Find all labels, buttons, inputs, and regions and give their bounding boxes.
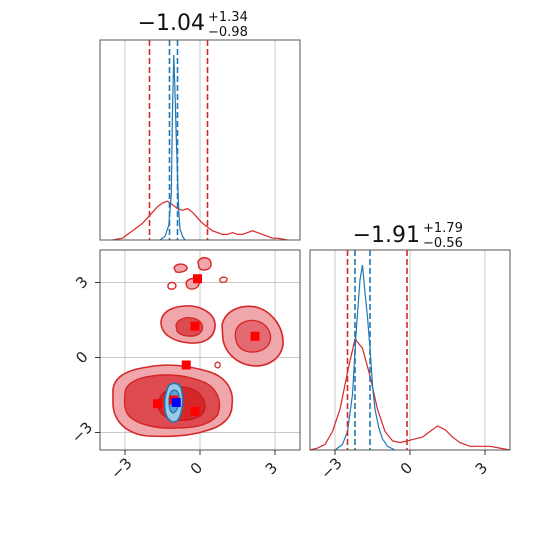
joint-panel: −3 0 3 −3 0 3 — [68, 249, 301, 483]
joint-x-tick-label: 0 — [187, 459, 206, 478]
red-contour-top-small-4 — [167, 281, 177, 290]
joint-x-tick-label: −3 — [107, 454, 135, 482]
joint-y-tick-label: 3 — [72, 273, 91, 292]
marginal-x-series-0 — [112, 200, 288, 241]
red-marker — [190, 406, 200, 416]
blue-marker — [171, 398, 181, 407]
joint-y-tick-label: 0 — [72, 348, 91, 367]
red-marker — [193, 274, 202, 284]
marginal-y-series-1 — [334, 264, 396, 451]
marginal-y-x-tick-label: −3 — [317, 454, 345, 482]
marginal-y-x-tick-label: 0 — [397, 459, 416, 478]
red-marker — [153, 399, 162, 409]
marginal-y-panel: −3 0 3 −1.91 +1.79 −0.56 — [309, 221, 511, 483]
red-contour-small-6 — [214, 361, 221, 369]
marginal-y-title-sub: −0.56 — [423, 236, 463, 251]
marginal-x-title: −1.04 — [138, 11, 205, 36]
marginal-x-title-sub: −0.98 — [208, 25, 248, 40]
marginal-x-panel: −1.04 +1.34 −0.98 — [99, 10, 301, 241]
joint-x-tick-label: 3 — [262, 459, 281, 478]
red-marker — [190, 321, 200, 331]
red-marker — [181, 360, 191, 370]
red-contour-top-small-1 — [173, 263, 188, 273]
marginal-y-series-0 — [309, 337, 511, 451]
marginal-y-title-sup: +1.79 — [423, 221, 463, 236]
red-contour-top-small-2 — [197, 256, 212, 271]
marginal-x-title-sup: +1.34 — [208, 10, 248, 25]
marginal-y-title: −1.91 — [353, 223, 420, 248]
marginal-x-series-1 — [159, 54, 186, 241]
red-marker — [250, 331, 260, 341]
red-contour-top-small-5 — [219, 276, 228, 284]
marginal-x-frame — [99, 39, 301, 241]
joint-y-tick-label: −3 — [68, 418, 96, 446]
marginal-y-x-tick-label: 3 — [472, 459, 491, 478]
